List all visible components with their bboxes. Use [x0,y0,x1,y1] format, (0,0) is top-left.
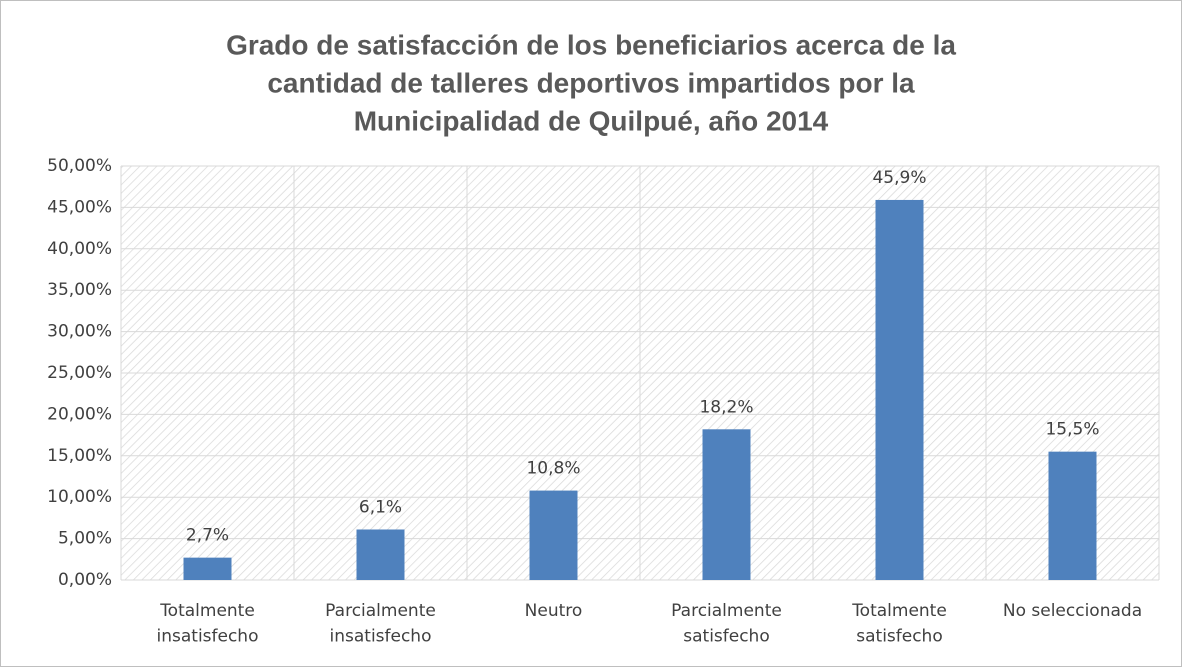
x-tick-label: Totalmente satisfecho [851,601,947,647]
y-tick-label: 45,00% [47,197,112,217]
data-label: 18,2% [699,397,753,417]
chart-title: cantidad de talleres deportivos impartid… [267,67,915,98]
x-tick-label: Totalmente insatisfecho [157,601,259,647]
y-tick-label: 50,00% [47,156,112,176]
y-tick-label: 15,00% [47,446,112,466]
y-tick-label: 30,00% [47,322,112,342]
y-tick-label: 25,00% [47,363,112,383]
y-tick-label: 35,00% [47,280,112,300]
x-tick-label: Parcialmente satisfecho [671,601,782,647]
y-tick-label: 0,00% [58,570,112,590]
bar [183,557,232,580]
chart-title: Municipalidad de Quilpué, año 2014 [354,105,829,136]
bar [529,490,578,580]
data-label: 2,7% [186,526,229,546]
x-tick-label: No seleccionada [1003,601,1142,621]
data-label: 45,9% [872,168,926,188]
x-tick-label: Parcialmente insatisfecho [325,601,436,647]
y-tick-label: 40,00% [47,239,112,259]
data-label: 6,1% [359,497,402,517]
bar [875,199,924,580]
y-tick-label: 20,00% [47,404,112,424]
data-label: 15,5% [1045,420,1099,440]
bar [1048,451,1097,580]
bar [702,429,751,580]
y-tick-label: 5,00% [58,529,112,549]
chart-title: Grado de satisfacción de los beneficiari… [226,29,956,60]
data-label: 10,8% [526,459,580,479]
bar [356,529,405,580]
x-tick-label: Neutro [525,601,583,621]
y-tick-label: 10,00% [47,487,112,507]
